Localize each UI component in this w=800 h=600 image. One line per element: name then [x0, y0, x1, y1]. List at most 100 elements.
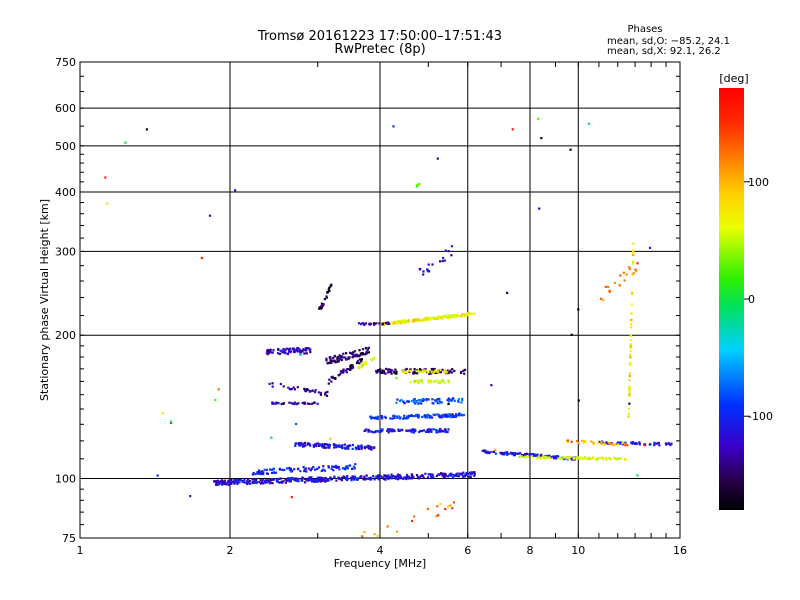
- data-point: [575, 440, 578, 443]
- data-point: [387, 431, 390, 434]
- data-point: [312, 478, 315, 481]
- phase-stats-x: mean, sd,X: 92.1, 26.2: [607, 46, 721, 57]
- data-point: [364, 353, 367, 356]
- data-point: [386, 476, 389, 479]
- data-point: [328, 356, 331, 359]
- data-point: [378, 370, 381, 373]
- data-point: [535, 457, 538, 460]
- data-point: [346, 447, 349, 450]
- data-point: [569, 456, 572, 459]
- data-point: [395, 401, 398, 404]
- data-point: [266, 472, 269, 475]
- data-point: [271, 401, 274, 404]
- data-point: [258, 480, 261, 484]
- data-point: [421, 381, 424, 384]
- data-point: [463, 372, 466, 375]
- data-point: [600, 456, 603, 459]
- data-point: [427, 381, 430, 384]
- data-point: [348, 464, 352, 467]
- data-point: [450, 474, 453, 477]
- data-point: [325, 359, 328, 362]
- data-point: [402, 319, 405, 322]
- data-point: [339, 370, 342, 373]
- data-point: [441, 429, 444, 432]
- data-point: [320, 480, 323, 483]
- data-point: [326, 478, 329, 481]
- data-point: [409, 381, 412, 384]
- data-point: [346, 467, 349, 470]
- data-point: [374, 417, 377, 420]
- data-point: [412, 431, 415, 434]
- data-point: [472, 471, 475, 474]
- data-point: [375, 322, 378, 325]
- data-point: [303, 477, 306, 480]
- data-point: [628, 386, 631, 390]
- data-point: [442, 413, 446, 416]
- data-point: [311, 402, 314, 405]
- data-point: [341, 467, 345, 470]
- data-point: [414, 429, 417, 433]
- data-point: [573, 457, 576, 460]
- data-point: [494, 452, 497, 455]
- data-point: [303, 352, 306, 355]
- data-point: [629, 326, 633, 329]
- data-point: [395, 370, 398, 373]
- data-point: [629, 355, 632, 358]
- data-point: [283, 351, 286, 354]
- data-point: [424, 416, 427, 419]
- data-point: [297, 480, 300, 483]
- data-point: [391, 428, 394, 431]
- data-point: [552, 455, 555, 458]
- data-point: [385, 474, 388, 477]
- data-point: [546, 454, 549, 458]
- data-point: [340, 358, 343, 362]
- data-point: [401, 321, 404, 324]
- data-point: [411, 320, 415, 323]
- data-point: [486, 452, 489, 455]
- data-point: [430, 381, 433, 384]
- colorbar-ticks: 100 0 -100: [744, 176, 773, 423]
- data-point: [352, 351, 355, 354]
- data-point: [594, 458, 597, 461]
- data-point: [643, 444, 647, 447]
- data-point: [370, 322, 373, 325]
- data-point: [440, 316, 443, 319]
- data-point: [280, 480, 283, 483]
- data-point: [387, 477, 390, 481]
- data-point: [506, 452, 509, 456]
- data-point: [414, 372, 417, 375]
- data-point: [447, 475, 450, 478]
- data-point: [217, 483, 220, 486]
- data-point: [504, 451, 507, 454]
- data-point: [442, 476, 445, 479]
- data-point: [329, 476, 332, 479]
- data-point: [280, 350, 283, 353]
- data-point: [632, 249, 635, 252]
- data-point: [402, 417, 405, 420]
- data-point: [397, 415, 400, 418]
- data-point: [289, 347, 292, 350]
- data-point: [302, 348, 305, 351]
- data-point: [390, 477, 393, 480]
- data-point: [441, 380, 445, 383]
- data-point: [296, 347, 299, 350]
- data-point: [347, 356, 350, 359]
- data-point: [296, 386, 299, 389]
- data-point: [321, 443, 324, 446]
- colorbar-tick-label: 0: [748, 293, 755, 306]
- data-point: [320, 306, 323, 309]
- data-point: [555, 457, 558, 460]
- data-point: [430, 428, 433, 431]
- data-point: [297, 442, 300, 445]
- data-point: [413, 380, 416, 383]
- data-point: [351, 447, 354, 450]
- data-point: [405, 473, 409, 477]
- data-point: [279, 477, 282, 480]
- data-point: [391, 321, 394, 324]
- data-point: [422, 273, 425, 276]
- data-point: [307, 467, 310, 470]
- data-point: [287, 477, 290, 480]
- data-point: [322, 303, 325, 306]
- data-point: [452, 476, 455, 479]
- data-point: [437, 381, 440, 384]
